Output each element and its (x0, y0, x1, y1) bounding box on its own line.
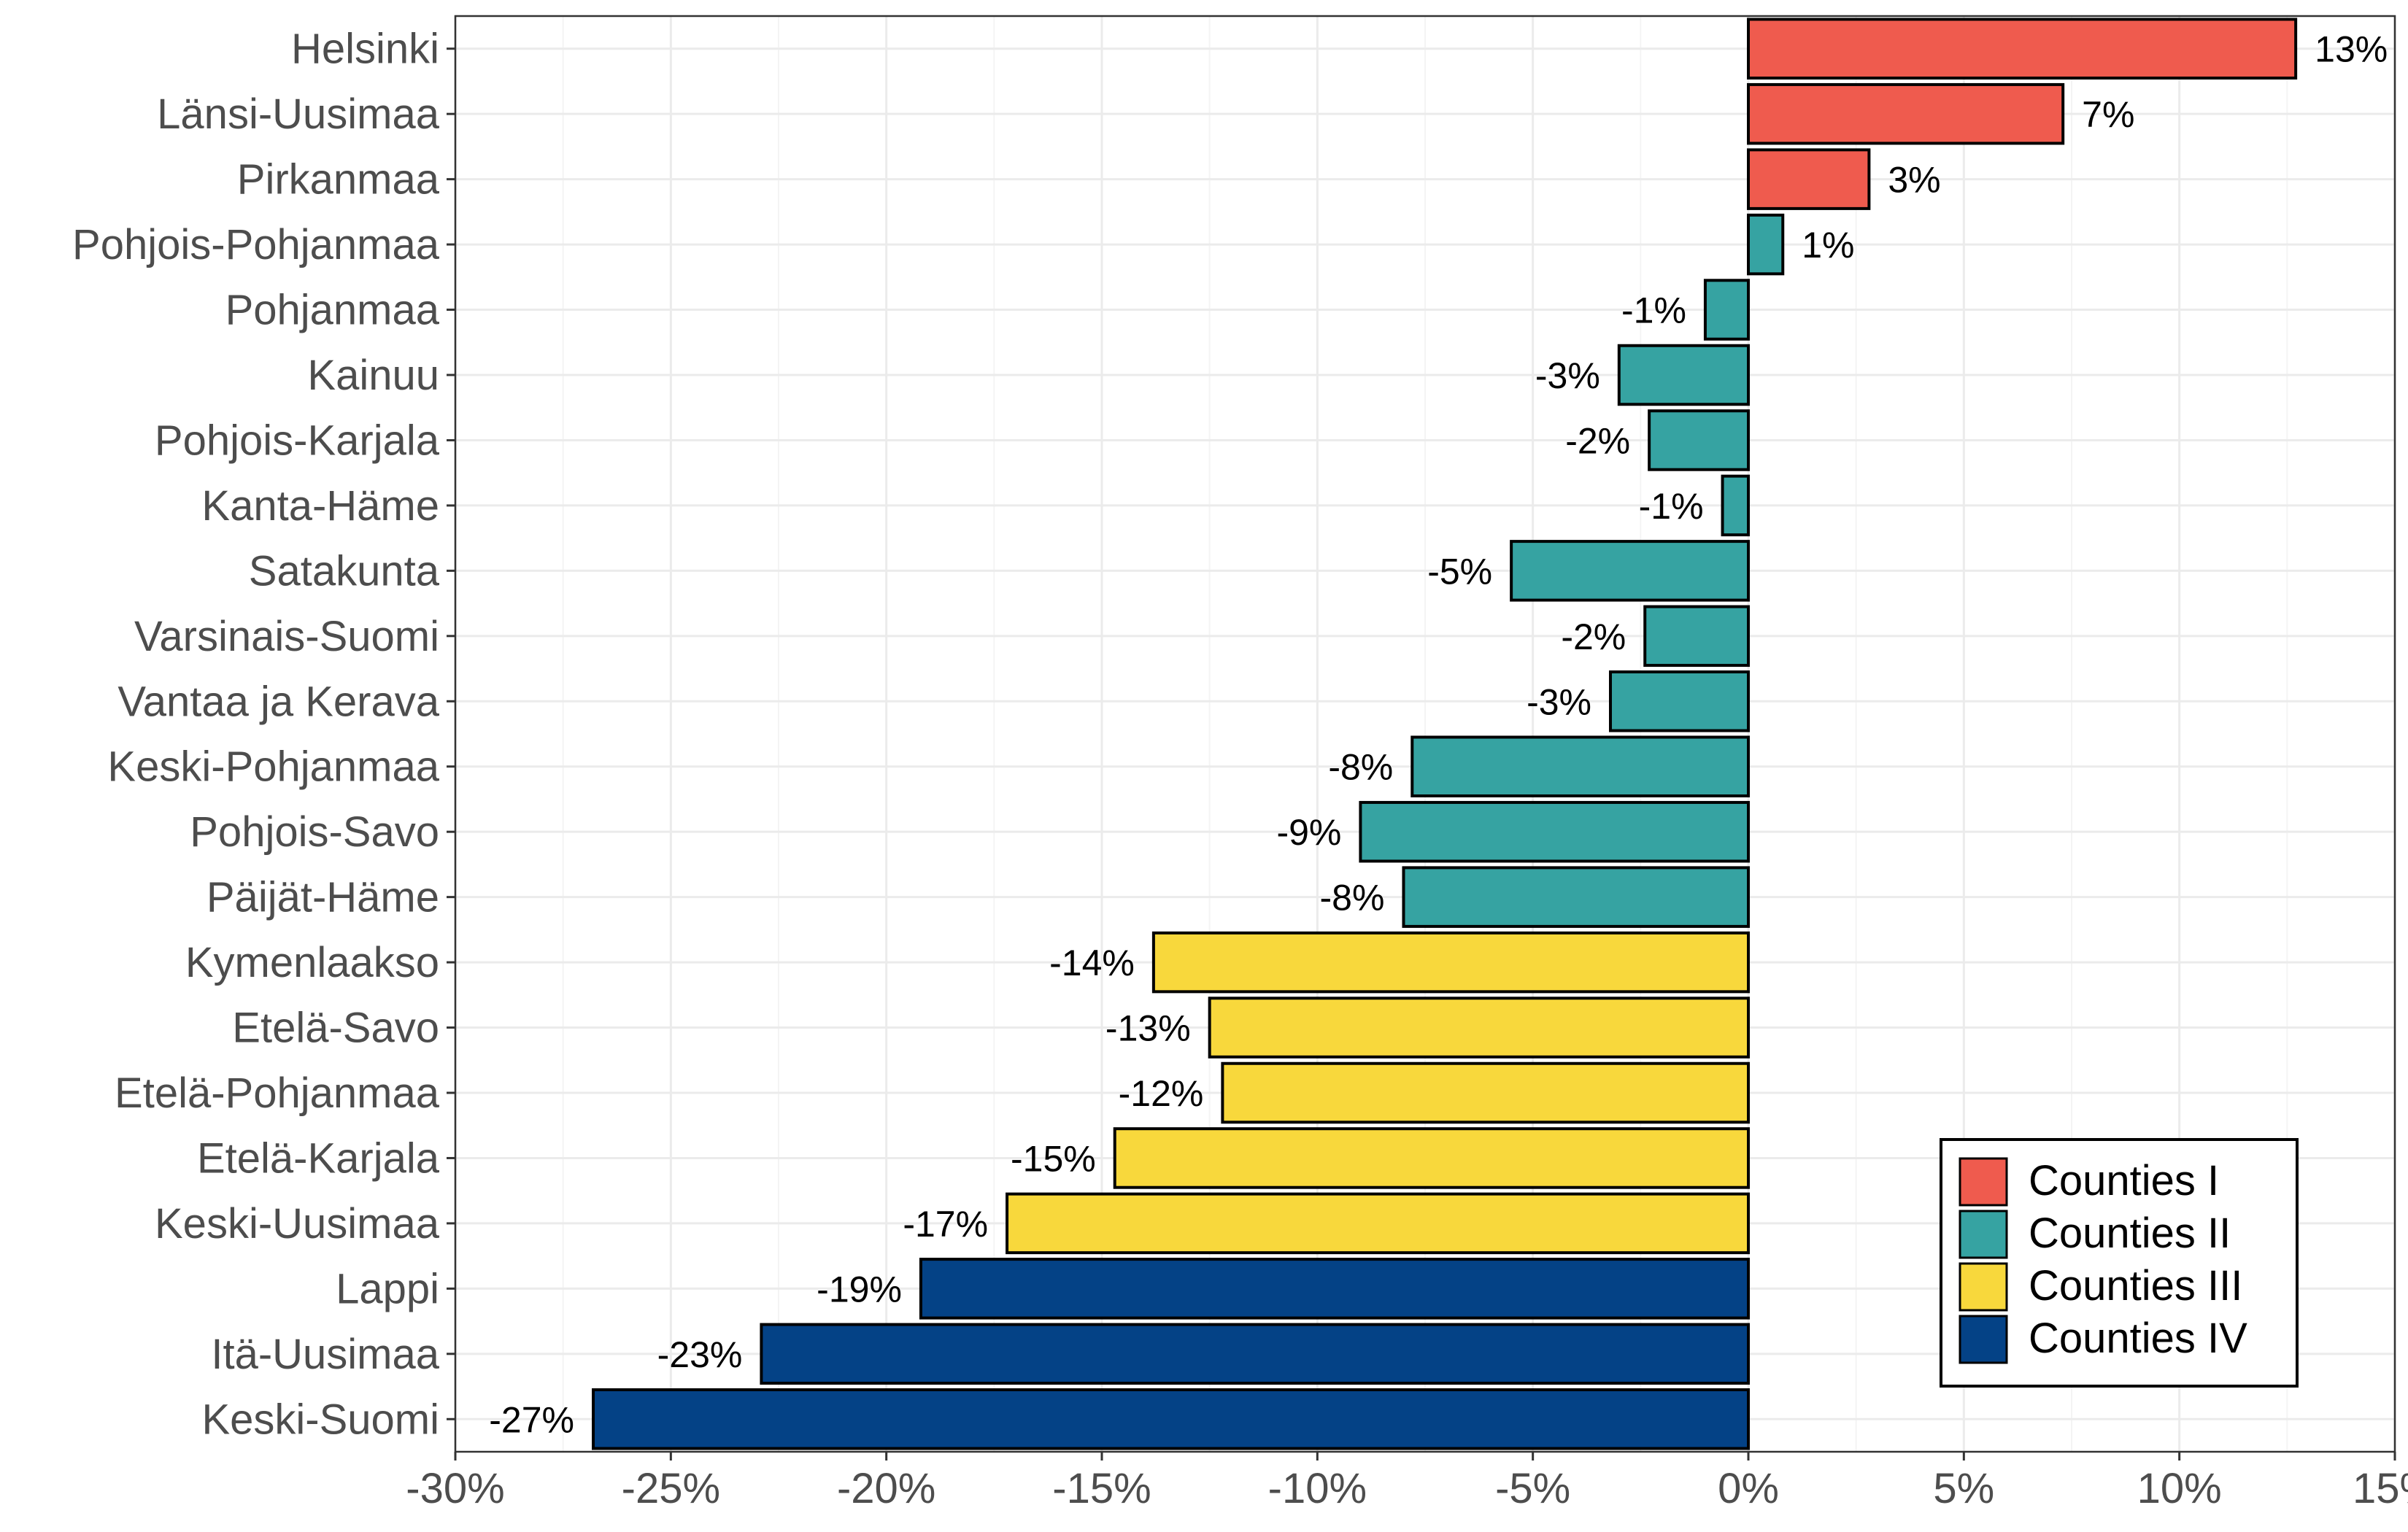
data-label: -13% (1105, 1008, 1191, 1049)
bar-pohjois-pohjanmaa (1747, 213, 1785, 276)
bar-kainuu (1617, 344, 1751, 406)
y-axis: Helsinki Länsi-Uusimaa Pirkanmaa Pohjois-Po… (72, 26, 455, 1443)
bar-etelä-karjala (1113, 1127, 1750, 1189)
data-labels: 13%7%3%1%-1%-3%-2%-1%-5%-2%-3%-8%-9%-8%-… (489, 29, 2388, 1441)
legend: Counties I Counties II Counties III Countie… (1940, 1138, 2299, 1388)
data-label: -12% (1119, 1073, 1204, 1114)
y-tick-label: Satakunta (249, 547, 440, 595)
bar-pohjois-savo (1359, 800, 1750, 863)
data-label: -23% (657, 1334, 743, 1375)
legend-label: Counties I (2029, 1157, 2219, 1204)
x-tick-label: -20% (837, 1465, 935, 1512)
x-tick-label: -30% (406, 1465, 504, 1512)
data-label: -5% (1427, 551, 1492, 592)
x-axis: -30% -25% -20% -15% -10% -5% 0% 5% 10% 15% (406, 1452, 2408, 1512)
y-tick-label: Kainuu (307, 352, 439, 399)
data-label: 1% (1802, 225, 1854, 266)
data-label: -2% (1561, 616, 1626, 657)
bar-pohjanmaa (1703, 279, 1751, 341)
legend-label: Counties IV (2029, 1315, 2247, 1362)
bar-kymenlaakso (1151, 931, 1750, 994)
y-tick-label: Länsi-Uusimaa (157, 90, 440, 138)
y-tick-label: Kymenlaakso (185, 939, 439, 986)
y-tick-label: Varsinais-Suomi (134, 613, 439, 660)
data-label: -27% (489, 1399, 574, 1440)
legend-swatch (1959, 1210, 2008, 1259)
data-label: -14% (1049, 943, 1135, 983)
bar-lappi (919, 1258, 1750, 1320)
legend-swatch (1959, 1262, 2008, 1312)
bar-itä-uusimaa (760, 1323, 1750, 1385)
data-label: 13% (2315, 29, 2388, 70)
bar-länsi-uusimaa (1747, 82, 2065, 145)
x-tick-label: 10% (2137, 1465, 2222, 1512)
y-tick-label: Pohjois-Karjala (155, 417, 440, 464)
x-tick-label: 0% (1718, 1465, 1779, 1512)
bar-etelä-savo (1208, 997, 1750, 1059)
data-label: 7% (2082, 94, 2134, 135)
bar-helsinki (1747, 18, 2298, 80)
legend-swatch (1959, 1157, 2008, 1207)
bar-etelä-pohjanmaa (1221, 1061, 1751, 1124)
legend-label: Counties III (2029, 1262, 2242, 1309)
bars (592, 18, 2298, 1450)
y-tick-label: Keski-Pohjanmaa (107, 743, 439, 791)
y-tick-label: Keski-Uusimaa (155, 1200, 440, 1247)
y-tick-label: Vantaa ja Kerava (117, 678, 439, 725)
bar-vantaa-ja-kerava (1608, 670, 1750, 732)
y-tick-label: Kanta-Häme (201, 482, 439, 530)
y-tick-label: Pohjanmaa (225, 287, 440, 334)
y-tick-label: Pirkanmaa (237, 156, 440, 204)
data-label: -8% (1328, 747, 1393, 788)
bar-pirkanmaa (1747, 148, 1871, 210)
y-tick-label: Itä-Uusimaa (211, 1331, 439, 1378)
x-tick-label: 15% (2353, 1465, 2408, 1512)
bar-kanta-häme (1721, 474, 1751, 537)
y-tick-label: Pohjois-Pohjanmaa (72, 221, 440, 268)
bar-päijät-häme (1402, 866, 1750, 928)
y-tick-label: Etelä-Savo (232, 1005, 439, 1052)
data-label: -19% (817, 1269, 902, 1309)
data-label: -1% (1621, 290, 1686, 331)
bar-keski-pohjanmaa (1411, 735, 1751, 797)
bar-keski-suomi (592, 1388, 1750, 1450)
y-tick-label: Helsinki (291, 26, 439, 73)
bar-satakunta (1510, 540, 1750, 602)
data-label: -17% (903, 1204, 988, 1245)
y-tick-label: Pohjois-Savo (190, 808, 439, 856)
legend-label: Counties II (2029, 1210, 2231, 1257)
bar-keski-uusimaa (1006, 1192, 1750, 1255)
x-tick-label: -10% (1268, 1465, 1367, 1512)
legend-swatch (1959, 1315, 2008, 1364)
bar-pohjois-karjala (1648, 409, 1751, 471)
data-label: -8% (1320, 878, 1385, 918)
x-tick-label: 5% (1933, 1465, 1994, 1512)
data-label: -3% (1527, 681, 1591, 722)
x-tick-label: -5% (1495, 1465, 1570, 1512)
panel-border (454, 15, 2396, 1453)
y-tick-label: Etelä-Pohjanmaa (115, 1069, 440, 1117)
data-label: -15% (1011, 1138, 1096, 1179)
data-label: -1% (1639, 486, 1704, 527)
y-tick-label: Etelä-Karjala (197, 1134, 440, 1182)
data-label: -3% (1535, 355, 1600, 396)
y-tick-label: Keski-Suomi (201, 1396, 439, 1443)
data-label: -9% (1276, 812, 1341, 853)
y-tick-label: Päijät-Häme (207, 874, 439, 921)
x-tick-label: -15% (1052, 1465, 1151, 1512)
data-label: -2% (1565, 420, 1630, 461)
bar-varsinais-suomi (1643, 605, 1750, 668)
data-label: 3% (1888, 160, 1940, 201)
y-tick-label: Lappi (336, 1265, 439, 1312)
x-tick-label: -25% (622, 1465, 720, 1512)
